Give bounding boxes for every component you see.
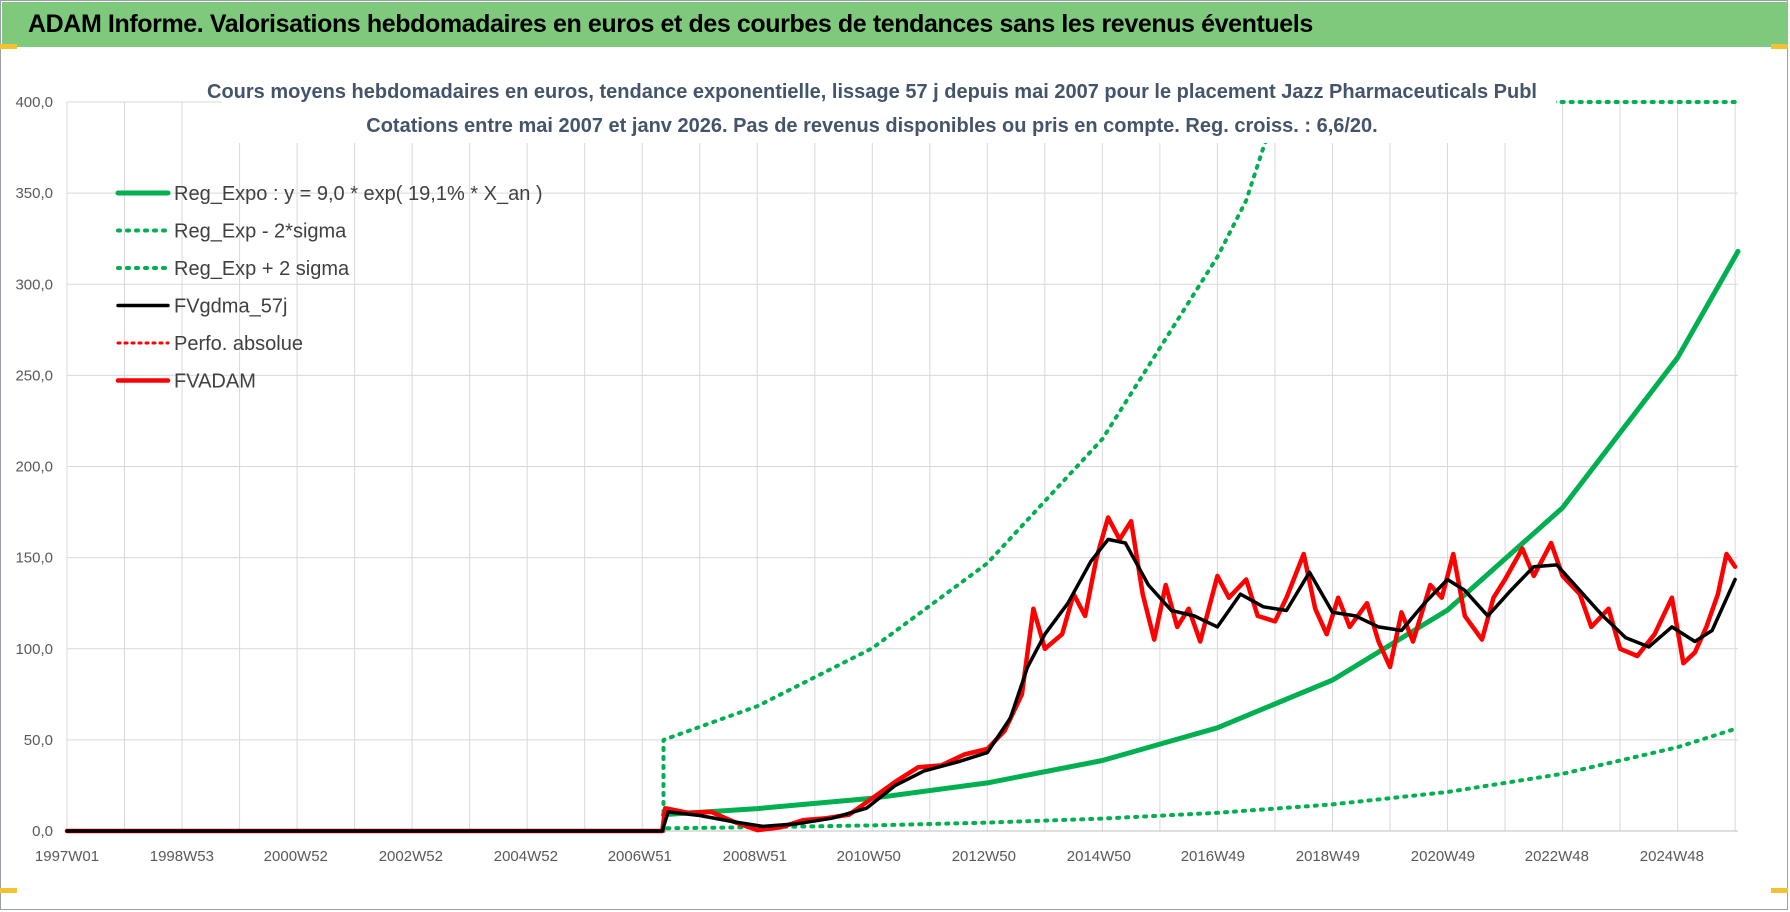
legend-label: Reg_Exp + 2 sigma (174, 258, 350, 280)
y-tick-label: 350,0 (15, 185, 53, 202)
chart-subtitle: Cotations entre mai 2007 et janv 2026. P… (366, 115, 1377, 137)
legend-label: Reg_Expo : y = 9,0 * exp( 19,1% * X_an ) (174, 183, 543, 205)
corner-marker-bottom-right (1771, 888, 1788, 893)
x-tick-label: 2008W51 (723, 848, 787, 865)
legend: Reg_Expo : y = 9,0 * exp( 19,1% * X_an )… (115, 183, 543, 393)
legend-label: FVADAM (174, 371, 256, 393)
x-tick-label: 2004W52 (494, 848, 558, 865)
y-tick-label: 300,0 (15, 276, 53, 293)
x-tick-label: 2014W50 (1067, 848, 1131, 865)
corner-marker-top-left (0, 44, 17, 49)
series-line-5 (64, 515, 1738, 834)
corner-marker-top-right (1771, 44, 1788, 49)
y-tick-label: 400,0 (15, 94, 53, 111)
x-tick-label: 2016W49 (1181, 848, 1245, 865)
legend-label: Reg_Exp - 2*sigma (174, 221, 347, 243)
series-line-3 (65, 537, 1737, 833)
y-tick-label: 0,0 (32, 823, 53, 840)
title-banner: ADAM Informe. Valorisations hebdomadaire… (2, 2, 1788, 47)
x-tick-label: 2010W50 (837, 848, 901, 865)
y-tick-label: 50,0 (24, 732, 53, 749)
banner-title: ADAM Informe. Valorisations hebdomadaire… (28, 10, 1313, 38)
x-tick-label: 1998W53 (150, 848, 214, 865)
y-tick-label: 150,0 (15, 550, 53, 567)
y-tick-label: 100,0 (15, 641, 53, 658)
series-line-0 (661, 248, 1741, 818)
x-tick-label: 2000W52 (264, 848, 328, 865)
y-tick-label: 200,0 (15, 459, 53, 476)
x-tick-label: 2018W49 (1296, 848, 1360, 865)
y-tick-label: 250,0 (15, 367, 53, 384)
x-tick-label: 2002W52 (379, 848, 443, 865)
axis-labels: 0,0 50,0 100,0 150,0 200,0 250,0 300,0 350,0 400… (15, 94, 1704, 865)
legend-label: Perfo. absolue (174, 333, 303, 355)
series-line-1 (65, 726, 1740, 833)
corner-marker-bottom-left (0, 888, 17, 893)
grid (66, 101, 1738, 832)
x-tick-label: 2012W50 (952, 848, 1016, 865)
x-tick-label: 1997W01 (35, 848, 99, 865)
x-tick-label: 2022W48 (1525, 848, 1589, 865)
title-backdrop (222, 79, 1556, 143)
x-tick-label: 2024W48 (1640, 848, 1704, 865)
x-tick-label: 2020W49 (1411, 848, 1475, 865)
chart-title: Cours moyens hebdomadaires en euros, ten… (207, 81, 1537, 103)
legend-label: FVgdma_57j (174, 296, 287, 318)
x-tick-label: 2006W51 (608, 848, 672, 865)
